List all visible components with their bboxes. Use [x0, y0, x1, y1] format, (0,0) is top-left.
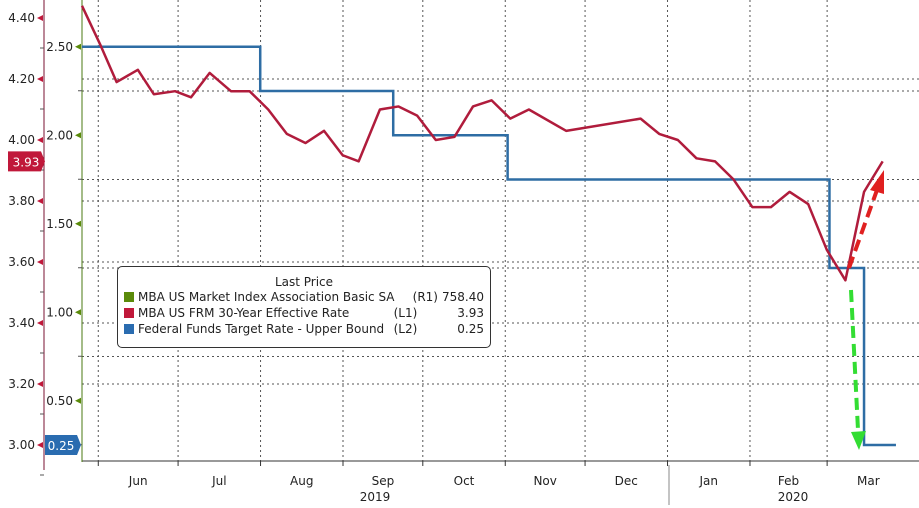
axis-L1-tick — [37, 320, 43, 326]
last-value-badge-L1-text: 3.93 — [13, 155, 40, 169]
axis-L1-tick — [37, 15, 43, 21]
legend-axis: (R1) — [412, 290, 438, 304]
legend-value: 3.93 — [457, 306, 484, 320]
axis-L1-tick-label: 4.20 — [8, 72, 35, 86]
legend-label: Federal Funds Target Rate - Upper Bound — [138, 322, 385, 336]
legend-axis: (L2) — [393, 322, 418, 336]
x-year-label: 2020 — [778, 490, 809, 504]
green-down-arrow-shaft — [849, 289, 860, 431]
axis-L1-tick — [37, 137, 43, 143]
axis-L1-tick — [37, 76, 43, 82]
axis-L1-tick-label: 3.60 — [8, 255, 35, 269]
red-up-arrow-icon — [870, 170, 884, 194]
axis-L1-tick — [37, 381, 43, 387]
legend-value: 758.40 — [442, 290, 484, 304]
series-line-fed-funds — [82, 45, 896, 447]
series-line-mortgage-rate — [80, 5, 884, 282]
legend-label: MBA US FRM 30-Year Effective Rate — [138, 306, 350, 320]
axis-L1-tick-label: 3.00 — [8, 438, 35, 452]
axis-L2-tick — [75, 43, 81, 50]
x-tick-label: Feb — [778, 474, 799, 488]
legend-label: MBA US Market Index Association Basic SA — [138, 290, 395, 304]
legend-swatch — [124, 308, 134, 318]
legend-entry: Federal Funds Target Rate - Upper Bound (… — [118, 321, 490, 337]
axis-L1-tick — [37, 198, 43, 204]
x-tick-label: Oct — [454, 474, 475, 488]
axis-L1-tick — [37, 259, 43, 265]
axis-L2-tick — [75, 309, 81, 316]
legend-entry: MBA US Market Index Association Basic SA… — [118, 289, 490, 305]
axis-L1-tick-label: 4.40 — [8, 11, 35, 25]
axis-L2-tick-label: 1.50 — [46, 217, 73, 231]
axis-L1-tick-label: 3.20 — [8, 377, 35, 391]
axis-L1-tick — [37, 442, 43, 448]
axis-L2-tick-label: 0.50 — [46, 394, 73, 408]
legend-swatch — [124, 292, 134, 302]
legend-entry: MBA US FRM 30-Year Effective Rate (L1) 3.9… — [118, 305, 490, 321]
legend-swatch — [124, 324, 134, 334]
x-tick-label: Dec — [615, 474, 638, 488]
axis-L1-tick-label: 3.40 — [8, 316, 35, 330]
x-tick-label: Aug — [290, 474, 313, 488]
last-value-badge-L1 — [8, 151, 45, 172]
x-tick-label: Mar — [857, 474, 880, 488]
legend-title: Last Price — [274, 275, 334, 289]
legend-axis: (L1) — [393, 306, 418, 320]
axis-L2-tick — [75, 397, 81, 404]
axis-L2-tick-label: 1.00 — [46, 305, 73, 319]
x-tick-label: Nov — [533, 474, 556, 488]
last-value-badge-L2-text: 0.25 — [48, 439, 75, 453]
axis-L2-tick-label: 2.50 — [46, 40, 73, 54]
axis-L2-tick-label: 2.00 — [46, 128, 73, 142]
axis-L2-tick — [75, 132, 81, 139]
x-year-label: 2019 — [360, 490, 391, 504]
axis-L2-tick — [75, 220, 81, 227]
x-tick-label: Jan — [699, 474, 719, 488]
last-value-badge-L2 — [45, 435, 81, 455]
x-tick-label: Jun — [128, 474, 148, 488]
axis-L1-tick-label: 3.80 — [8, 194, 35, 208]
red-up-arrow-shaft — [847, 189, 879, 269]
x-tick-label: Sep — [372, 474, 395, 488]
x-tick-label: Jul — [211, 474, 226, 488]
legend: Last Price MBA US Market Index Associati… — [117, 266, 491, 348]
axis-L1-tick-label: 4.00 — [8, 133, 35, 147]
green-down-arrow-icon — [851, 431, 866, 450]
legend-value: 0.25 — [457, 322, 484, 336]
